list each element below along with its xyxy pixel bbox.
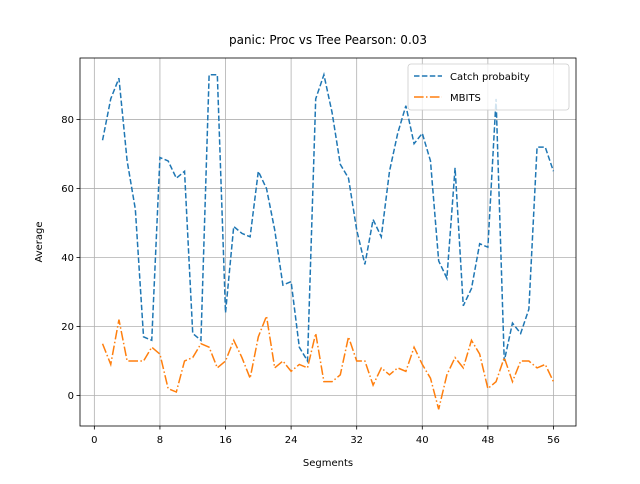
x-tick-label: 40 — [416, 435, 429, 446]
y-tick-label: 80 — [61, 115, 74, 126]
chart-title: panic: Proc vs Tree Pearson: 0.03 — [229, 33, 427, 47]
x-tick-label: 48 — [482, 435, 495, 446]
y-axis-label: Average — [34, 221, 45, 262]
legend: Catch probabity MBITS — [407, 63, 570, 111]
x-tick-label: 0 — [91, 435, 97, 446]
x-tick-label: 16 — [219, 435, 232, 446]
legend-label: MBITS — [450, 93, 481, 104]
x-tick-label: 8 — [157, 435, 163, 446]
data-line — [101, 71, 555, 364]
legend-box — [407, 63, 570, 111]
plot-frame — [79, 57, 577, 427]
y-tick-label: 0 — [68, 391, 74, 402]
x-tick-label: 56 — [547, 435, 560, 446]
y-tick-label: 60 — [61, 184, 74, 195]
y-tick-label: 20 — [61, 322, 74, 333]
legend-label: Catch probabity — [450, 72, 530, 83]
data-line — [101, 313, 555, 410]
x-tick-label: 32 — [350, 435, 363, 446]
x-tick-label: 24 — [285, 435, 298, 446]
x-axis-label: Segments — [303, 458, 353, 469]
y-tick-label: 40 — [61, 253, 74, 264]
